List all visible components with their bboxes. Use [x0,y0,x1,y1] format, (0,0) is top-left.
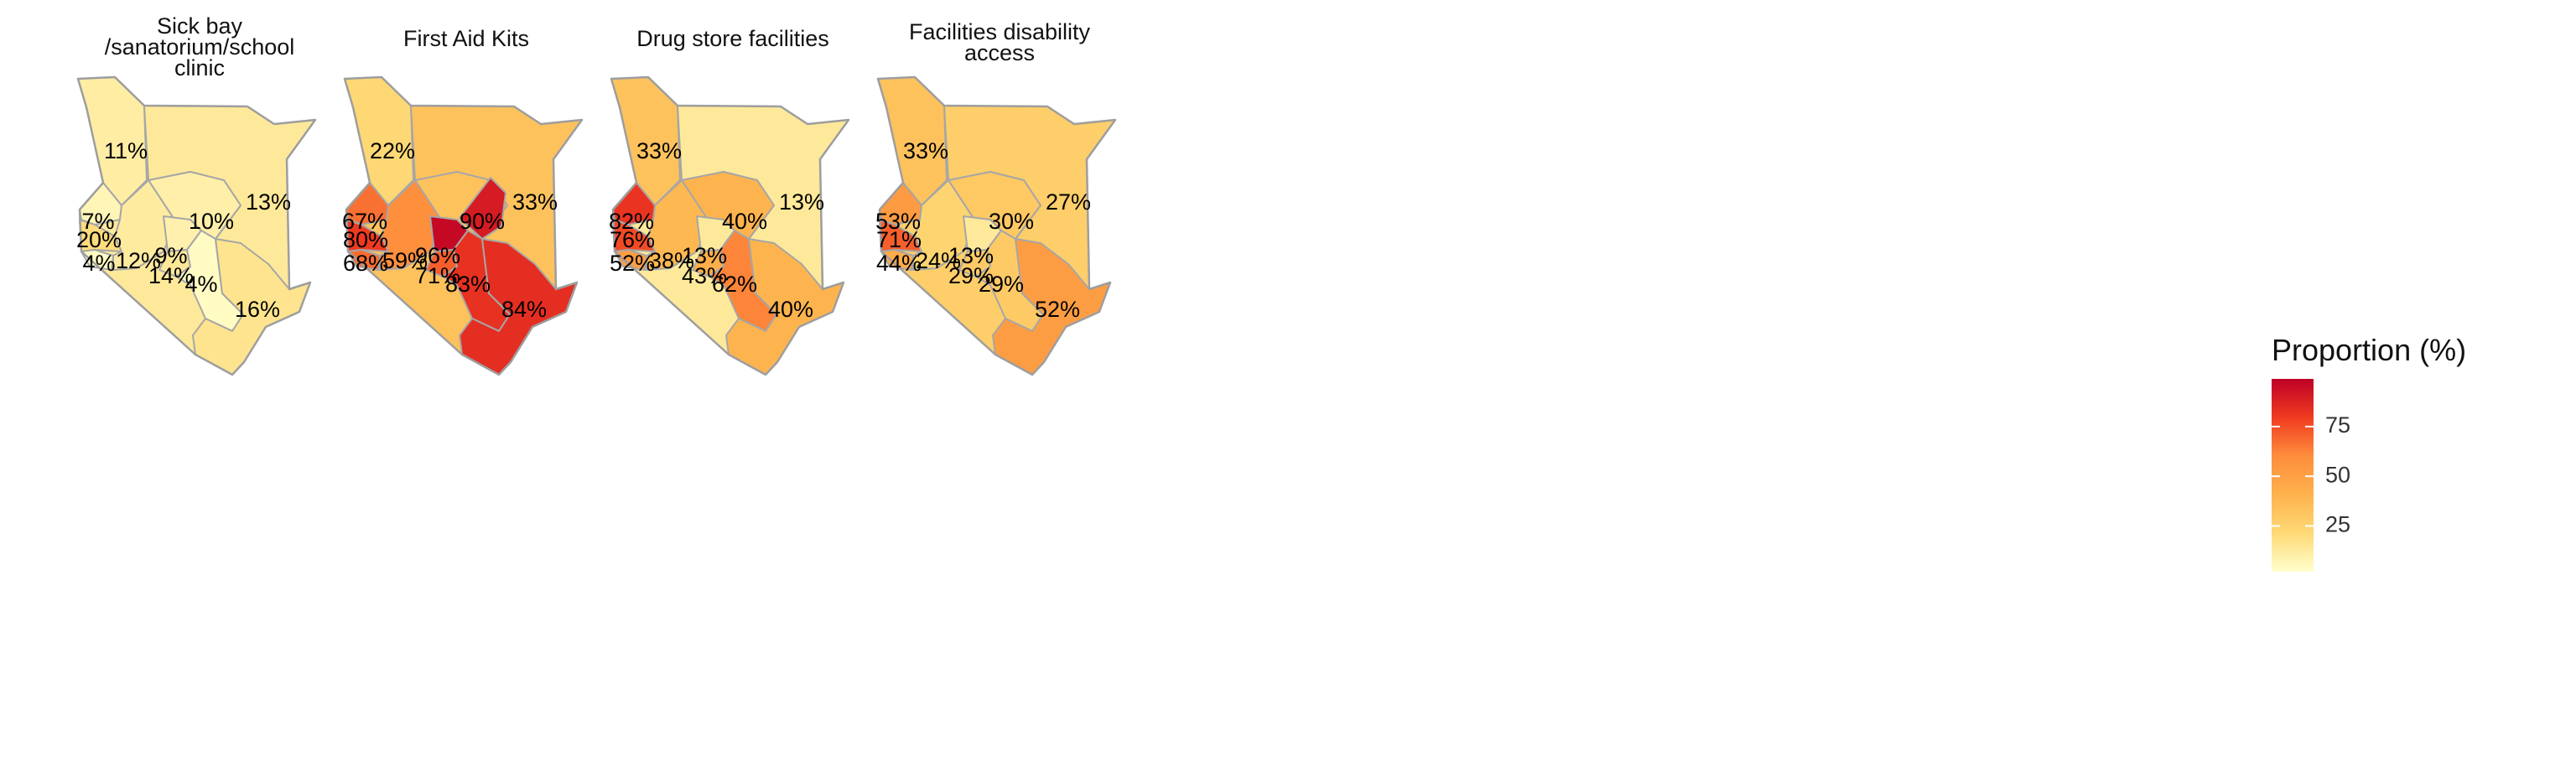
region-value-label: 84% [501,297,547,322]
panel-title-line: Facilities disability [909,19,1091,44]
region-rift-south [646,179,710,271]
map-panels: Sick bay/sanatorium/school clinic 11% 13% 10… [76,13,1117,376]
region-value-label: 13% [948,243,994,268]
region-value-label: 52% [610,251,655,276]
region-value-label: 27% [1046,189,1091,215]
region-value-label: 38% [649,248,694,273]
country-outline [876,75,1117,376]
panel-title-line: /sanatorium/school [105,34,295,60]
region-value-label: 13% [682,243,727,268]
region-value-label: 59% [382,248,428,273]
region-value-label: 44% [876,251,922,276]
legend-colorbar [2272,379,2314,572]
region-value-label: 62% [712,272,757,297]
panel-title: Sick bay/sanatorium/school clinic [105,13,295,80]
region-value-label: 76% [610,227,655,252]
region-value-label: 71% [876,227,922,252]
panel-title-line: clinic [174,55,225,80]
legend-title: Proportion (%) [2272,333,2466,367]
region-value-label: 40% [768,297,813,322]
panel-title-line: Sick bay [157,13,243,39]
region-value-label: 16% [235,297,280,322]
panel-title-line: access [964,40,1035,65]
region-value-label: 9% [154,243,187,268]
region-value-label: 80% [343,227,388,252]
region-value-label: 40% [722,209,767,234]
legend: Proportion (%) 75 50 25 [2272,333,2466,572]
region-value-label: 7% [81,209,114,234]
region-value-label: 67% [342,209,387,234]
panel-title: Facilities disability access [909,19,1091,65]
region-value-label: 20% [76,227,122,252]
region-value-label: 52% [1035,297,1080,322]
region-value-label: 90% [460,209,505,234]
region-value-label: 14% [148,263,194,288]
region-rift-south [112,179,177,271]
region-value-label: 82% [609,209,654,234]
region-value-label: 24% [916,248,961,273]
map-panel-1: Sick bay/sanatorium/school clinic 11% 13% 10… [76,13,317,376]
region-value-label: 4% [184,272,217,297]
panel-title: Drug store facilities [636,26,829,51]
region-value-label: 22% [370,138,415,163]
region-value-label: 33% [903,138,948,163]
country-outline [76,75,317,376]
region-value-label: 71% [415,263,460,288]
legend-tick-label: 75 [2325,412,2350,438]
region-value-label: 83% [445,272,491,297]
region-value-label: 33% [512,189,558,215]
legend-tick-label: 50 [2325,462,2350,487]
map-panel-4: Facilities disability access 33% 27% 30% 53%7… [875,19,1117,376]
legend-tick-label: 25 [2325,512,2350,537]
panel-title: First Aid Kits [403,26,529,51]
region-value-label: 4% [82,251,115,276]
region-value-label: 13% [246,189,291,215]
region-value-label: 96% [415,243,460,268]
region-value-label: 43% [682,263,727,288]
panel-title-line: Drug store facilities [636,26,829,51]
map-panel-2: First Aid Kits 22% 33% 90% 67%80%68%59%96%71… [342,26,584,376]
region-value-label: 11% [104,138,148,163]
country-outline [610,75,850,376]
panel-title-line: First Aid Kits [403,26,529,51]
region-value-label: 29% [948,263,994,288]
region-value-label: 68% [343,251,388,276]
region-value-label: 53% [875,209,921,234]
region-rift-south [379,179,444,271]
map-panel-3: Drug store facilities 33% 13% 40% 82%76%52%3… [609,26,850,376]
region-upper-east [459,177,506,240]
region-rift-south [912,179,977,271]
legend-ticks: 75 50 25 [2272,412,2350,537]
region-value-label: 12% [116,248,161,273]
region-value-label: 13% [779,189,824,215]
region-value-label: 33% [636,138,682,163]
region-value-label: 30% [989,209,1034,234]
region-value-label: 10% [189,209,234,234]
country-outline [343,75,584,376]
region-value-label: 29% [979,272,1024,297]
